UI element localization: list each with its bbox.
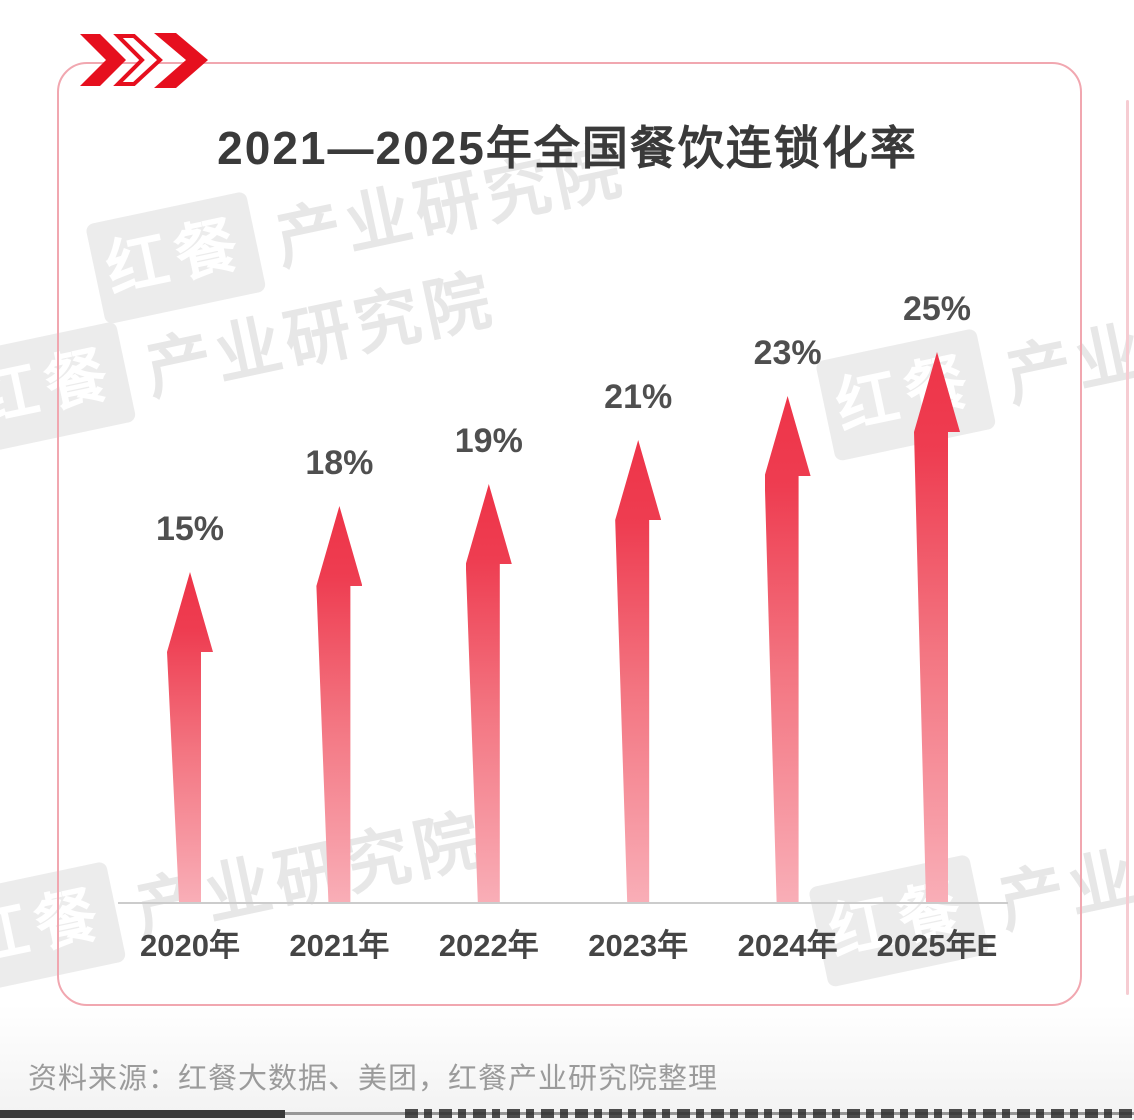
bar-arrow <box>465 484 512 902</box>
value-label: 25% <box>902 290 972 328</box>
x-axis-tick-label: 2020年 <box>140 928 240 963</box>
bottom-gradient <box>0 1005 1134 1120</box>
cropped-next-row <box>0 1108 1134 1120</box>
bar-arrow <box>316 506 363 902</box>
value-label: 21% <box>604 378 673 416</box>
value-label: 23% <box>753 334 822 372</box>
x-axis-tick-label: 2024年 <box>737 928 838 963</box>
double-chevron-logo-icon <box>80 33 208 88</box>
chart-panel-border <box>57 62 1082 1006</box>
value-label: 15% <box>155 510 225 548</box>
value-label: 18% <box>305 444 374 482</box>
bar-arrow <box>914 352 960 902</box>
adjacent-panel-edge <box>1126 100 1129 995</box>
bar-arrow <box>167 572 213 902</box>
source-note: 资料来源：红餐大数据、美团，红餐产业研究院整理 <box>28 1063 719 1095</box>
bar-arrow <box>764 396 811 902</box>
x-axis-tick-label: 2025年E <box>876 928 998 963</box>
clipped-text-fragment <box>405 1109 1134 1118</box>
x-axis-tick-label: 2023年 <box>588 928 689 963</box>
x-axis-tick-label: 2022年 <box>438 928 539 963</box>
chart-title: 2021—2025年全国餐饮连锁化率 <box>217 122 918 174</box>
x-axis-line <box>118 902 1008 904</box>
bar-arrow <box>615 440 662 902</box>
value-label: 19% <box>454 422 523 460</box>
dark-bar <box>0 1110 285 1118</box>
x-axis-tick-label: 2021年 <box>289 928 390 963</box>
